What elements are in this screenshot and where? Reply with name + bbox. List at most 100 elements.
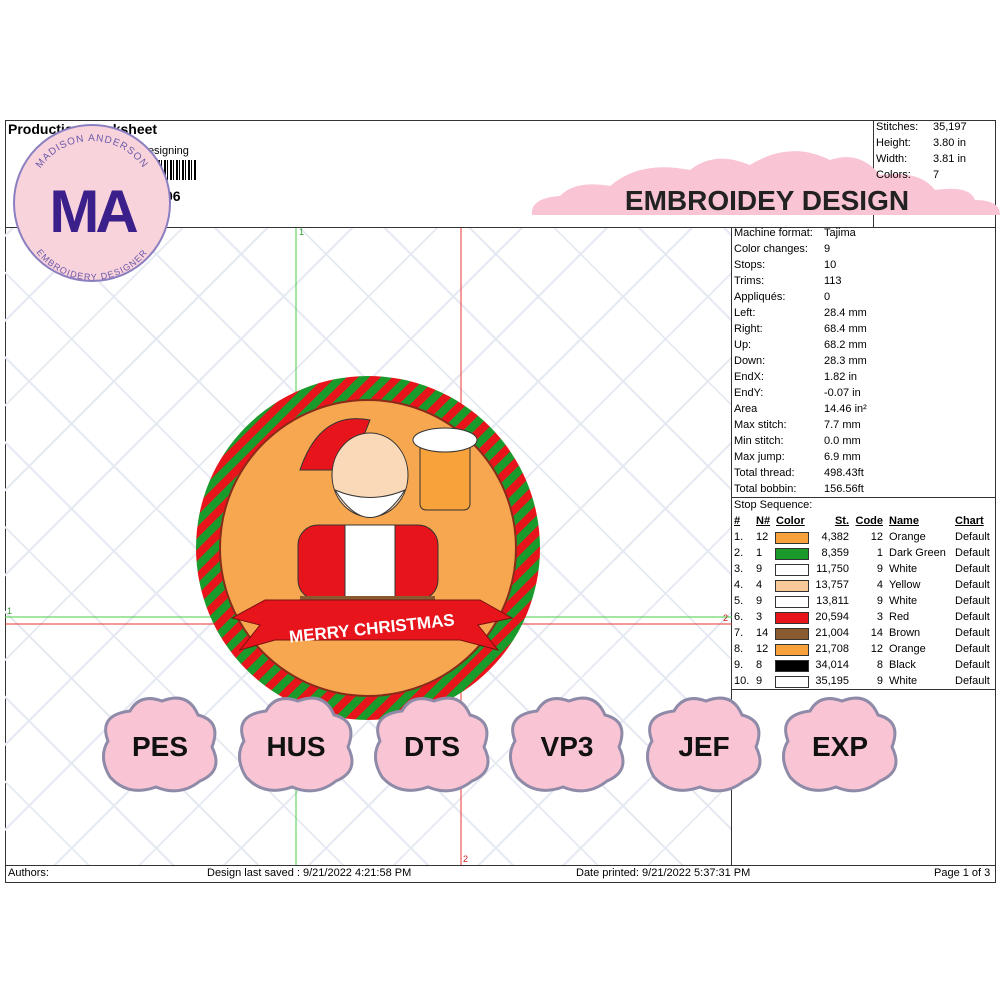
stop-cell: 34,014 — [815, 659, 849, 671]
stop-cell: 21,708 — [815, 643, 849, 655]
stop-cell: 35,195 — [815, 675, 849, 687]
summary-value: 3.80 in — [933, 137, 967, 149]
stop-cell: Default — [955, 595, 990, 607]
page-number: Page 1 of 3 — [934, 867, 991, 879]
stop-cell: Default — [955, 611, 990, 623]
info-label: Left: — [734, 307, 756, 319]
stop-cell: 8 — [876, 659, 883, 671]
info-value: 9 — [824, 243, 831, 255]
stop-cell: White — [889, 595, 918, 607]
summary-label: Width: — [876, 153, 908, 165]
color-swatch — [775, 676, 809, 688]
stop-cell: Default — [955, 579, 990, 591]
format-badge — [782, 696, 898, 793]
stop-cell: White — [889, 675, 918, 687]
info-label: Down: — [734, 355, 766, 367]
stop-cell: 2. — [734, 547, 744, 559]
guide-label: 2 — [723, 613, 728, 623]
stop-cell: 8 — [756, 659, 763, 671]
stop-cell: 12 — [870, 643, 883, 655]
format-label: HUS — [266, 731, 325, 762]
stop-cell: 3. — [734, 563, 744, 575]
authors: Authors: — [8, 867, 49, 879]
guide-label: 2 — [463, 854, 468, 864]
info-value: Tajima — [824, 227, 856, 239]
info-label: Right: — [734, 323, 763, 335]
banner-text: EMBROIDEY DESIGN — [625, 185, 909, 216]
info-value: 7.7 mm — [824, 419, 861, 431]
format-label: PES — [132, 731, 188, 762]
info-value: 0 — [824, 291, 831, 303]
stop-cell: 8,359 — [821, 547, 849, 559]
column-header: St. — [834, 515, 849, 527]
format-badge — [102, 696, 218, 793]
top-banner: EMBROIDEY DESIGN — [531, 151, 1000, 216]
stop-cell: Orange — [889, 531, 926, 543]
stop-cell: 1. — [734, 531, 744, 543]
stop-cell: 9 — [876, 563, 883, 575]
stop-cell: 12 — [870, 531, 883, 543]
info-label: Total bobbin: — [734, 483, 797, 495]
color-swatch — [775, 532, 809, 544]
header-divider — [5, 227, 996, 228]
stop-cell: Default — [955, 627, 990, 639]
summary-label: Colors: — [876, 169, 911, 181]
date-printed: Date printed: 9/21/2022 5:37:31 PM — [576, 867, 751, 879]
color-swatch — [775, 548, 809, 560]
info-label: Color changes: — [734, 243, 808, 255]
summary-value: 3.81 in — [933, 153, 967, 165]
stop-cell: 9 — [756, 675, 763, 687]
info-label: Max jump: — [734, 451, 785, 463]
stop-cell: 14 — [870, 627, 883, 639]
footer-divider — [5, 865, 996, 866]
stop-cell: 7. — [734, 627, 744, 639]
column-header: # — [734, 515, 741, 527]
stop-cell: 9 — [756, 595, 763, 607]
info-value: 0.0 mm — [824, 435, 861, 447]
info-value: 28.3 mm — [824, 355, 867, 367]
stop-cell: Default — [955, 563, 990, 575]
stop-cell: Dark Green — [889, 547, 946, 559]
info-label: Area — [734, 403, 758, 415]
info-label: Stops: — [734, 259, 766, 271]
stop-cell: 4 — [756, 579, 763, 591]
info-value: 1.82 in — [824, 371, 858, 383]
summary-label: Stitches: — [876, 121, 919, 133]
info-label: Max stitch: — [734, 419, 787, 431]
format-badge — [374, 696, 490, 793]
stop-cell: 13,757 — [815, 579, 849, 591]
stop-cell: Red — [889, 611, 910, 623]
logo: MADISON ANDERSON EMBROIDERY DESIGNER MA — [13, 124, 171, 282]
color-swatch — [775, 660, 809, 672]
stop-cell: 21,004 — [815, 627, 849, 639]
stop-cell: 9 — [876, 595, 883, 607]
format-badge — [238, 696, 354, 793]
summary-label: Height: — [876, 137, 911, 149]
stop-cell: 4 — [876, 579, 883, 591]
logo-initials: MA — [49, 178, 137, 245]
stop-cell: 6. — [734, 611, 744, 623]
stop-title: Stop Sequence: — [734, 499, 813, 511]
stop-cell: Black — [889, 659, 916, 671]
stop-cell: Default — [955, 675, 990, 687]
stop-cell: 3 — [756, 611, 763, 623]
guide-label: 1 — [7, 606, 12, 616]
stop-cell: 4,382 — [821, 531, 849, 543]
stop-cell: 14 — [756, 627, 769, 639]
info-value: 498.43ft — [824, 467, 864, 479]
stop-cell: White — [889, 563, 918, 575]
stop-cell: 9 — [756, 563, 763, 575]
stop-cell: Default — [955, 531, 990, 543]
info-label: Total thread: — [734, 467, 795, 479]
guide-label: 1 — [299, 227, 304, 237]
summary-value: 35,197 — [933, 121, 967, 133]
format-badge — [509, 696, 625, 793]
info-value: 113 — [824, 275, 842, 287]
stop-cell: 4. — [734, 579, 744, 591]
stop-cell: Default — [955, 643, 990, 655]
stop-cell: 8. — [734, 643, 744, 655]
stop-cell: 11,750 — [816, 563, 849, 575]
info-label: EndX: — [734, 371, 764, 383]
column-header: Chart — [955, 515, 984, 527]
